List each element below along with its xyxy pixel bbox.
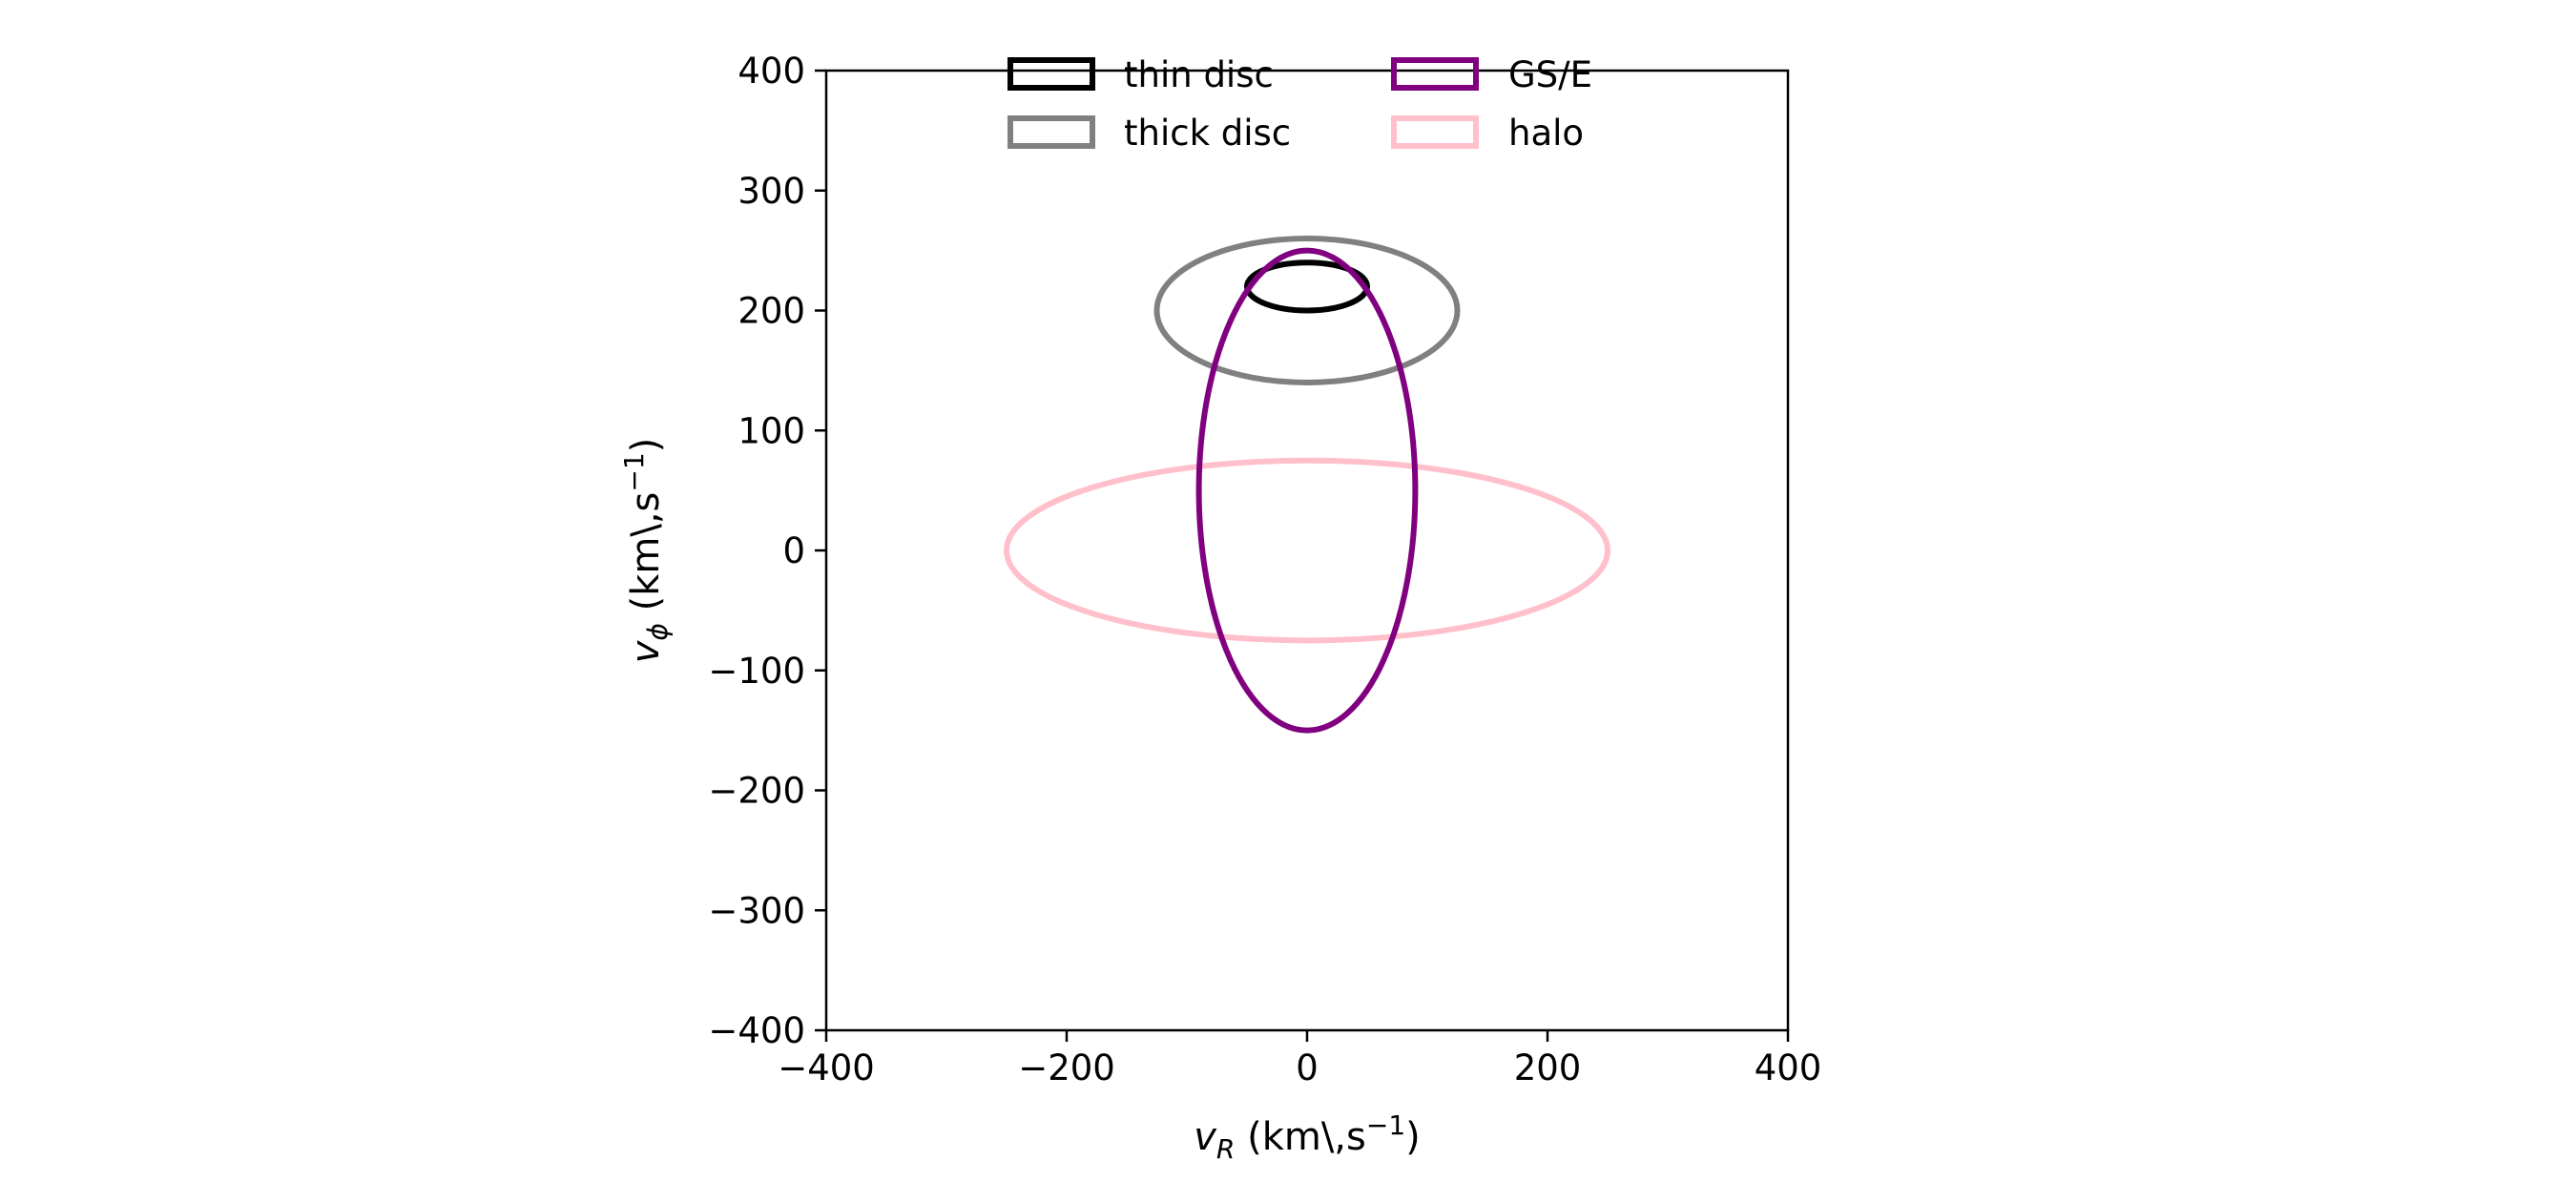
plot-area (826, 71, 1788, 1030)
legend-handle-halo (1391, 115, 1479, 149)
y-tick-label: 300 (737, 171, 805, 212)
x-axis-label-symbol: v (1194, 1115, 1217, 1159)
x-axis-label-exponent: −1 (1366, 1109, 1405, 1141)
x-axis-label-unit: (km\,s (1235, 1115, 1365, 1159)
x-axis-label: vR (km\,s−1) (1194, 1109, 1421, 1165)
y-tick-label: −300 (708, 890, 805, 931)
y-tick-label: −400 (708, 1010, 805, 1051)
y-axis: −400 −300 −200 −100 0 100 200 300 400 (708, 51, 826, 1051)
y-axis-label-close: ) (624, 438, 668, 453)
y-axis-label-unit: (km\,s (624, 492, 668, 623)
x-axis-label-subscript: R (1216, 1133, 1235, 1165)
legend-handle-thick-disc (1008, 115, 1095, 149)
y-tick-label: 0 (782, 530, 805, 571)
series-ellipse-halo (1004, 457, 1610, 644)
x-axis: −400 −200 0 200 400 (778, 1030, 1821, 1088)
y-tick-label: 100 (737, 410, 805, 451)
y-tick-label: −100 (708, 651, 805, 692)
y-tick-label: 400 (737, 51, 805, 92)
y-tick-label: 200 (737, 291, 805, 332)
y-axis-label: vϕ (km\,s−1) (618, 438, 674, 664)
legend: thin disc thick disc GS/E halo (1008, 54, 1592, 154)
x-axis-label-close: ) (1405, 1115, 1421, 1159)
x-tick-label: −400 (778, 1047, 875, 1088)
y-axis-label-symbol: v (624, 639, 668, 663)
legend-label-thick-disc: thick disc (1124, 113, 1291, 154)
series-ellipse-gs-e (1195, 247, 1419, 734)
y-axis-label-exponent: −1 (618, 452, 650, 491)
y-tick-label: −200 (708, 771, 805, 812)
x-tick-label: 0 (1296, 1047, 1319, 1088)
legend-label-halo: halo (1508, 113, 1584, 154)
x-tick-label: 400 (1755, 1047, 1822, 1088)
x-tick-label: −200 (1018, 1047, 1115, 1088)
x-tick-label: 200 (1514, 1047, 1582, 1088)
y-axis-label-subscript: ϕ (642, 623, 674, 640)
legend-label-gse: GS/E (1508, 54, 1592, 95)
legend-label-thin-disc: thin disc (1124, 54, 1274, 95)
series-layer (1004, 236, 1610, 734)
legend-handle-gse (1391, 57, 1479, 91)
series-ellipse-thick-disc (1153, 236, 1461, 385)
legend-handle-thin-disc (1008, 57, 1095, 91)
